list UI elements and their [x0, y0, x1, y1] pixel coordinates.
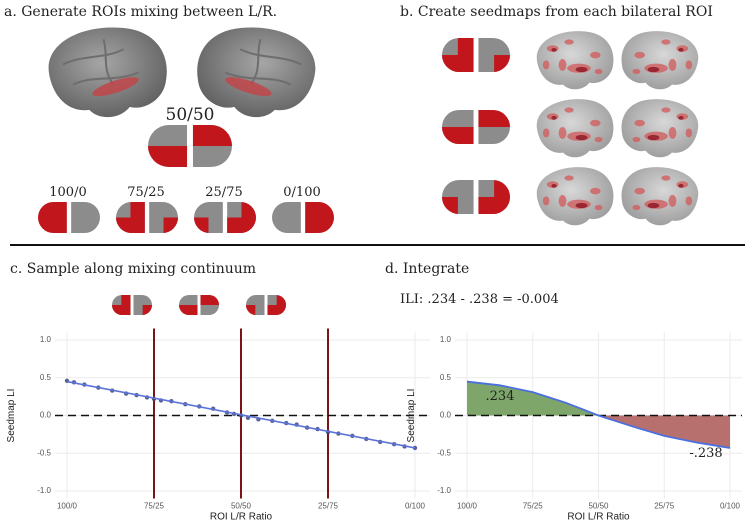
equation: ILI: .234 - .238 = -0.004 [400, 292, 559, 307]
panel-title: a. Generate ROIs mixing between L/R. [4, 4, 277, 20]
y-tick-label: 0.0 [40, 411, 52, 420]
x-tick-label: 75/25 [144, 502, 165, 511]
brain [196, 26, 317, 119]
y-tick-label: 0.0 [440, 411, 452, 420]
roi-icon [112, 295, 152, 315]
x-tick-label: 25/75 [654, 502, 675, 511]
roi-icon [148, 125, 232, 167]
roi-icon [194, 202, 256, 233]
panel-title: b. Create seedmaps from each bilateral R… [400, 4, 713, 20]
brain [47, 26, 168, 119]
seedmap [621, 167, 699, 226]
area-negative [467, 415, 730, 448]
annotation: .234 [486, 389, 515, 404]
x-axis-title: ROI L/R Ratio [567, 512, 630, 523]
ratio-label: 100/0 [49, 185, 86, 200]
x-tick-label: 50/50 [231, 502, 252, 511]
roi-icon [179, 295, 219, 315]
x-tick-label: 100/0 [57, 502, 78, 511]
x-tick-label: 25/75 [318, 502, 339, 511]
roi-icon [442, 110, 510, 144]
roi-icon [442, 38, 510, 72]
y-tick-label: 1.0 [440, 335, 452, 344]
x-tick-label: 0/100 [720, 502, 741, 511]
panel-title: c. Sample along mixing continuum [10, 261, 256, 277]
roi-icon [246, 295, 286, 315]
y-tick-label: 1.0 [40, 335, 52, 344]
curve [466, 380, 731, 449]
roi-icon [38, 202, 100, 233]
y-tick-label: -0.5 [437, 448, 451, 457]
ratio-label: 25/75 [205, 185, 242, 200]
x-tick-label: 75/25 [523, 502, 544, 511]
seedmap [536, 31, 614, 90]
ratio-label: 50/50 [166, 105, 215, 125]
seedmap [621, 31, 699, 90]
panel-title: d. Integrate [385, 261, 469, 277]
y-axis-title: Seedmap LI [406, 389, 417, 443]
x-tick-label: 50/50 [588, 502, 609, 511]
roi-icon [272, 202, 334, 233]
x-axis-title: ROI L/R Ratio [210, 512, 273, 523]
roi-icon [442, 180, 510, 214]
ratio-label: 75/25 [127, 185, 164, 200]
seedmap [536, 167, 614, 226]
ratio-label: 0/100 [283, 185, 320, 200]
seedmap [621, 99, 699, 158]
x-tick-label: 0/100 [405, 502, 426, 511]
y-tick-label: -0.5 [37, 448, 51, 457]
y-tick-label: 0.5 [40, 373, 52, 382]
y-tick-label: -1.0 [437, 486, 451, 495]
fit-line [66, 380, 416, 449]
x-tick-label: 100/0 [457, 502, 478, 511]
annotation: -.238 [689, 446, 722, 461]
y-axis-title: Seedmap LI [6, 389, 17, 443]
y-tick-label: 0.5 [440, 373, 452, 382]
area-positive [467, 381, 730, 416]
roi-icon [116, 202, 178, 233]
y-tick-label: -1.0 [37, 486, 51, 495]
seedmap [536, 99, 614, 158]
